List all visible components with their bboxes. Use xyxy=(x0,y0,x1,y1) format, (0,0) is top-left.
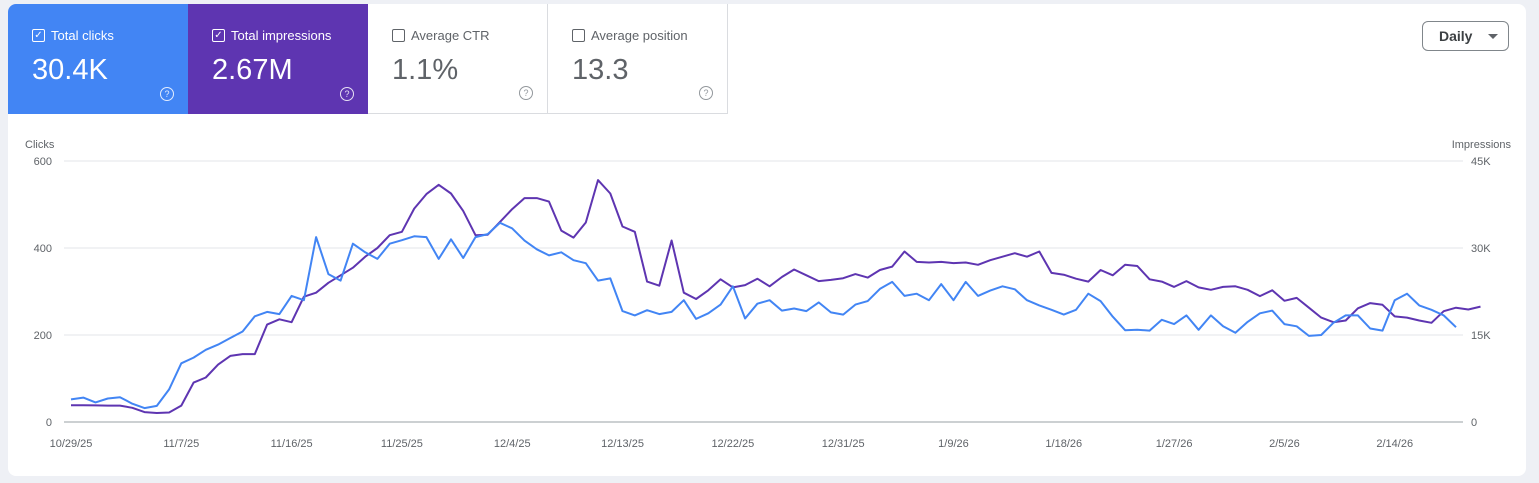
performance-chart[interactable]: 0 0 200 15K 400 30K 600 45K Clicks Impressions 10/… xyxy=(8,4,1526,476)
left-axis-title: Clicks xyxy=(25,139,55,151)
total-clicks-metric[interactable]: ✓ Total clicks 30.4K ? xyxy=(8,4,188,114)
metric-header: Average CTR xyxy=(392,28,490,43)
x-axis-tick-label: 11/25/25 xyxy=(381,438,423,450)
clicks-series-line xyxy=(70,221,1457,410)
metric-label: Total impressions xyxy=(231,28,332,43)
help-icon[interactable]: ? xyxy=(699,86,713,100)
left-axis-tick-label: 0 xyxy=(46,417,52,429)
x-axis-tick-label: 1/27/26 xyxy=(1156,438,1193,450)
right-axis-tick-label: 15K xyxy=(1471,330,1491,342)
metric-header: ✓ Total impressions xyxy=(212,28,331,43)
x-axis-tick-label: 1/9/26 xyxy=(938,438,969,450)
metric-label: Total clicks xyxy=(51,28,114,43)
right-axis-tick-label: 30K xyxy=(1471,243,1491,255)
help-icon[interactable]: ? xyxy=(160,87,174,101)
metric-value: 2.67M xyxy=(212,54,293,86)
right-axis-title: Impressions xyxy=(1452,139,1512,151)
x-axis-tick-label: 2/14/26 xyxy=(1376,438,1413,450)
checked-checkbox-icon[interactable]: ✓ xyxy=(32,29,45,42)
x-axis-tick-label: 2/5/26 xyxy=(1269,438,1300,450)
period-dropdown[interactable]: Daily xyxy=(1422,21,1509,51)
performance-card: ✓ Total clicks 30.4K ? ✓ Total impressio… xyxy=(8,4,1526,476)
x-axis-tick-label: 12/22/25 xyxy=(711,438,754,450)
left-axis-tick-label: 600 xyxy=(34,156,52,168)
period-selected-value: Daily xyxy=(1439,28,1473,44)
metric-header: ✓ Total clicks xyxy=(32,28,114,43)
x-axis-tick-label: 10/29/25 xyxy=(50,438,93,450)
metric-label: Average position xyxy=(591,28,688,43)
x-axis-tick-label: 12/4/25 xyxy=(494,438,531,450)
metric-header: Average position xyxy=(572,28,688,43)
chevron-down-icon xyxy=(1488,33,1499,39)
left-axis-tick-label: 200 xyxy=(34,330,52,342)
metric-label: Average CTR xyxy=(411,28,490,43)
metric-value: 1.1% xyxy=(392,54,459,86)
x-axis-tick-label: 11/16/25 xyxy=(271,438,313,450)
unchecked-checkbox-icon[interactable] xyxy=(572,29,585,42)
average-position-metric[interactable]: Average position 13.3 ? xyxy=(548,4,728,114)
help-icon[interactable]: ? xyxy=(519,86,533,100)
metric-tabs: ✓ Total clicks 30.4K ? ✓ Total impressio… xyxy=(8,4,728,114)
help-icon[interactable]: ? xyxy=(340,87,354,101)
metric-value: 30.4K xyxy=(32,54,108,86)
total-impressions-metric[interactable]: ✓ Total impressions 2.67M ? xyxy=(188,4,368,114)
x-axis-tick-label: 1/18/26 xyxy=(1045,438,1082,450)
impressions-series-line xyxy=(71,179,1481,414)
x-axis-tick-label: 12/13/25 xyxy=(601,438,644,450)
average-ctr-metric[interactable]: Average CTR 1.1% ? xyxy=(368,4,548,114)
right-axis-tick-label: 45K xyxy=(1471,156,1491,168)
right-axis-tick-label: 0 xyxy=(1471,417,1477,429)
metric-value: 13.3 xyxy=(572,54,629,86)
x-axis-tick-label: 11/7/25 xyxy=(163,438,199,450)
x-axis-tick-label: 12/31/25 xyxy=(822,438,865,450)
left-axis-tick-label: 400 xyxy=(34,243,52,255)
unchecked-checkbox-icon[interactable] xyxy=(392,29,405,42)
checked-checkbox-icon[interactable]: ✓ xyxy=(212,29,225,42)
